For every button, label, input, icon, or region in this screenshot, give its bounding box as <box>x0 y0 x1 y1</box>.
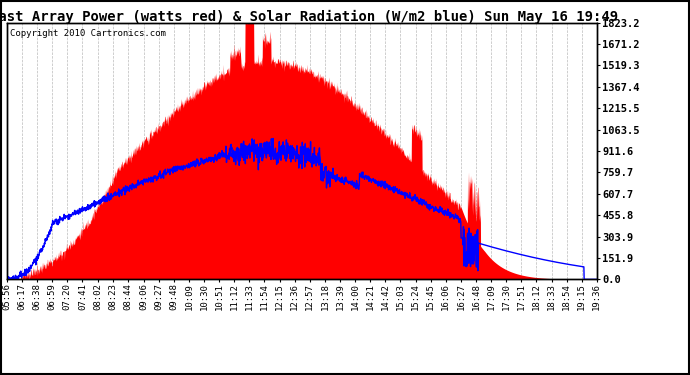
Text: Copyright 2010 Cartronics.com: Copyright 2010 Cartronics.com <box>10 29 166 38</box>
Text: East Array Power (watts red) & Solar Radiation (W/m2 blue) Sun May 16 19:49: East Array Power (watts red) & Solar Rad… <box>0 9 618 24</box>
